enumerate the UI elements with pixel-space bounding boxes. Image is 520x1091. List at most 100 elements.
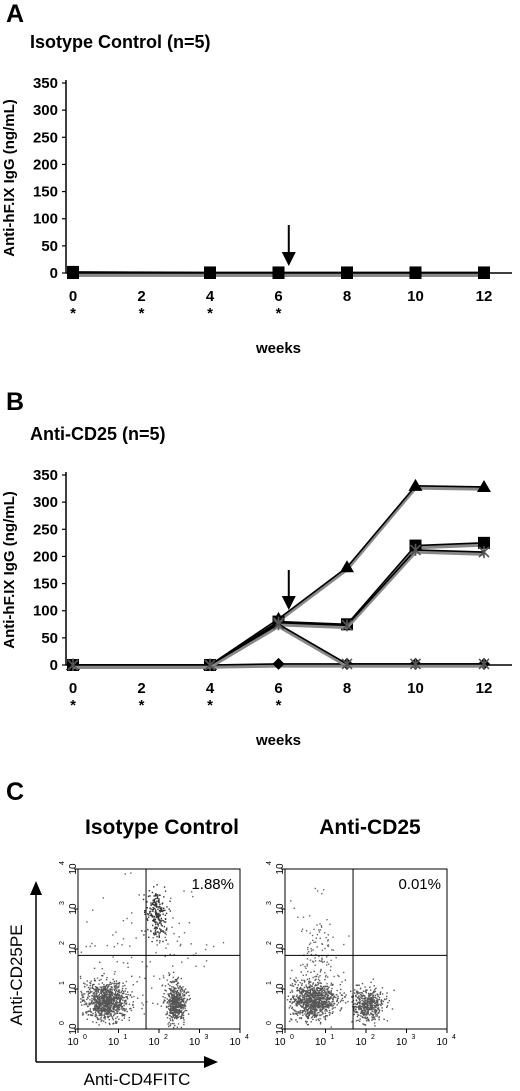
flow-dot [122,1008,124,1010]
flow-dot [370,1007,372,1010]
flow-dot [378,998,380,1001]
flow-dot [126,1010,128,1013]
chart-b-x-tick-label: 10 [407,680,424,697]
flow-dot [315,937,318,939]
flow-dot [125,1003,127,1005]
flow-dot [328,1003,330,1005]
flow-dot [98,1004,101,1006]
flow-dot [91,987,93,989]
flow-dot [86,980,89,982]
flow-dot [321,958,323,960]
flow-dot [309,1005,312,1007]
flow-dot [94,998,97,1000]
flow-dot [302,1010,305,1012]
flow-dot [172,980,174,982]
flow-dot [368,993,370,995]
flow-dot [344,1002,347,1004]
flow-dot [168,1014,170,1017]
flow-dot [184,1007,186,1009]
flow-dot [316,924,318,926]
flow-dot [298,1003,301,1006]
flow-dot [144,911,146,913]
chart-b-series-line-2 [73,549,485,666]
flow-dot [306,965,308,967]
flow-dot [110,999,113,1002]
flow-dot [341,997,344,1000]
flow-dot [130,872,132,874]
flow-y-tick-label: 10 [275,863,286,875]
flow-dot [353,1006,355,1008]
flow-dot [102,990,104,993]
flow-dot [178,1011,181,1013]
flow-dot [97,1001,99,1004]
flow-dot [118,994,120,997]
flow-y-tick-label: 10 [68,1023,79,1035]
flow-dot [109,1005,111,1007]
flow-dot [160,929,162,931]
flow-dot [115,982,117,985]
flow-dot [300,1005,302,1007]
flow-dot [173,1022,175,1025]
flow-dot [364,1016,367,1018]
flow-dot [330,991,332,994]
flow-dot [79,975,82,978]
flow-dot [364,990,366,993]
flow-dot [205,960,208,962]
flow-dot [357,992,360,995]
flow-dot [100,992,103,994]
flow-x-tick-exponent: 3 [412,1034,416,1041]
flow-dot [317,1001,319,1003]
flow-dot [96,1016,98,1019]
flow-dot [343,971,345,974]
flow-dot [306,1005,308,1008]
flow-dot [187,957,189,960]
flow-dot [160,910,162,912]
flow-x-tick-label: 10 [67,1037,79,1048]
flow-dot [103,987,106,990]
chart-b-series-shadow-1 [73,543,485,669]
flow-dot [185,991,188,994]
flow-dot [364,995,366,997]
flow-dot [345,994,347,996]
flow-dot [297,1001,299,1004]
flow-dot [317,987,320,989]
flow-dot [335,956,337,959]
flow-dot [98,1008,100,1010]
flow-dot [161,919,163,922]
flow-dot [180,943,182,946]
flow-dot [318,1006,320,1008]
flow-dot [150,930,152,933]
flow-dot [377,1008,380,1011]
flow-dot [300,988,303,991]
flow-dot [327,1001,329,1003]
flow-dot [151,940,153,943]
flow-dot [323,996,325,999]
flow-dot [110,1002,113,1004]
flow-dot [179,998,181,1000]
flow-dot [155,901,157,904]
flow-dot [363,1014,365,1017]
flow-dot [148,890,151,892]
flow-dot [325,1006,327,1008]
flow-dot [320,1014,323,1016]
flow-dot [374,988,376,991]
flow-dot [141,1007,143,1010]
chart-a-y-tick-label: 350 [33,75,58,92]
flow-dot [318,1001,321,1004]
flow-dot [109,992,111,994]
flow-dot [336,994,338,996]
flow-dot [322,989,324,992]
flow-dot [182,986,184,988]
flow-title-1: Isotype Control [84,816,239,839]
flow-dot [167,1023,169,1025]
flow-dot [116,1007,118,1009]
flow-dot [373,1009,376,1011]
flow-dot [179,1015,181,1018]
flow-dot [120,1012,123,1015]
flow-dot [160,1005,163,1007]
flow-dot [103,1009,106,1012]
flow-dot [364,1006,367,1009]
flow-dot [89,1008,92,1010]
flow-dot [328,992,331,995]
flow-dot [361,995,363,997]
